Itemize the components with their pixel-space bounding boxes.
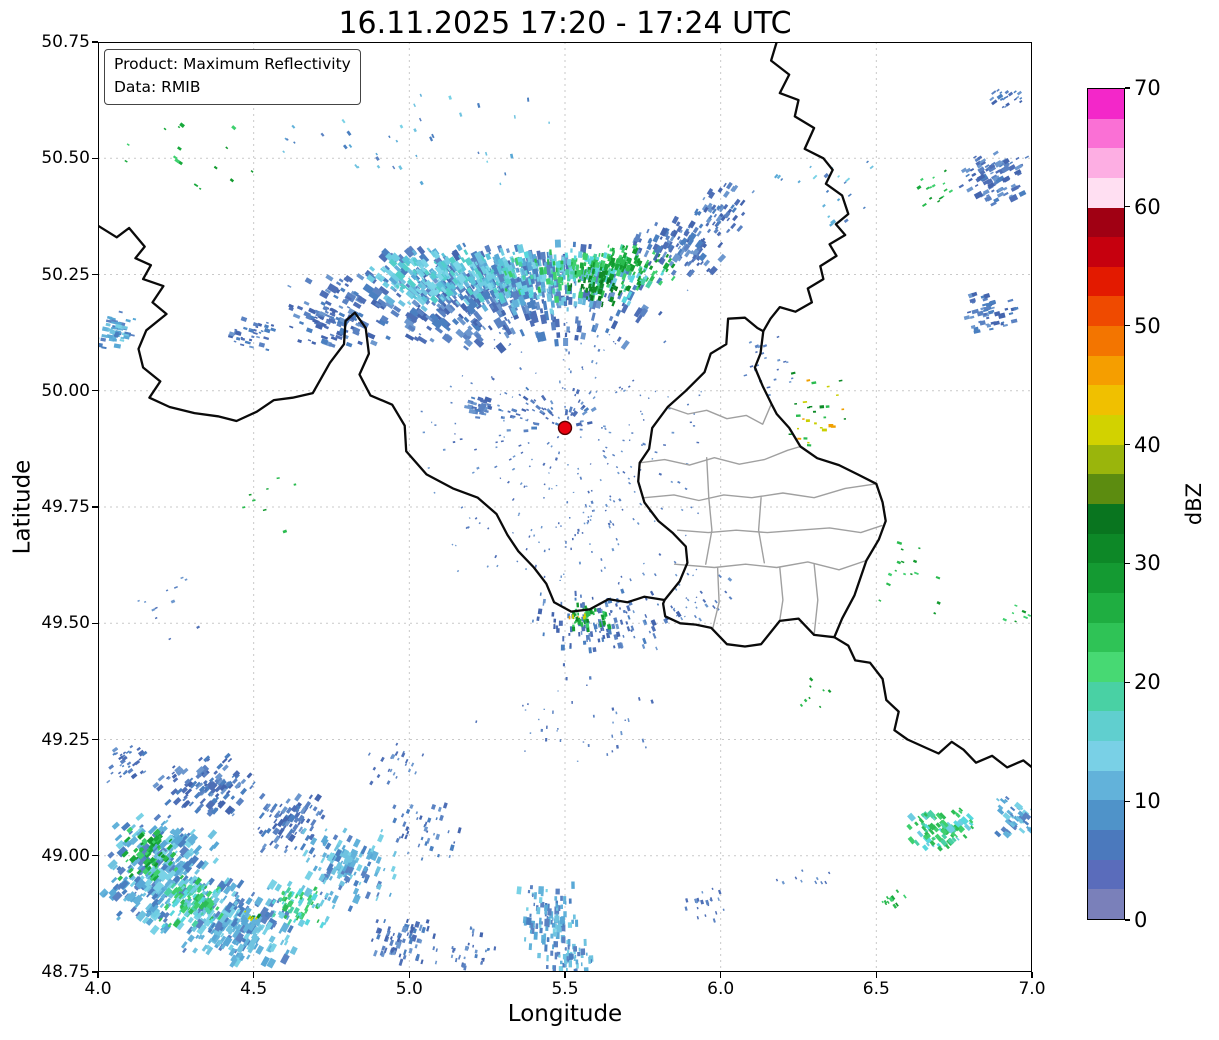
figure-title: 16.11.2025 17:20 - 17:24 UTC <box>338 6 792 41</box>
y-tick-label: 49.00 <box>41 845 90 866</box>
y-tick-label: 50.00 <box>41 380 90 401</box>
x-tick-label: 5.0 <box>395 979 423 999</box>
colorbar-segment <box>1088 474 1124 504</box>
x-tick-label: 7.0 <box>1018 979 1046 999</box>
y-tick-mark <box>92 855 98 857</box>
colorbar-segment <box>1088 859 1124 890</box>
border-layer-gray <box>639 403 883 636</box>
colorbar-tick-mark <box>1125 87 1130 89</box>
colorbar-segment <box>1088 592 1124 623</box>
colorbar-segment <box>1088 652 1124 682</box>
colorbar-segment <box>1088 711 1124 742</box>
colorbar-segment <box>1088 889 1124 919</box>
echo-layer <box>98 88 1032 972</box>
radar-map <box>98 42 1032 972</box>
colorbar-tick-mark <box>1125 206 1130 208</box>
y-tick-mark <box>92 390 98 392</box>
colorbar-tick-label: 70 <box>1134 76 1161 100</box>
colorbar-segment <box>1088 355 1124 386</box>
colorbar-tick-label: 30 <box>1134 551 1161 576</box>
colorbar-segment <box>1088 237 1124 267</box>
x-tick-mark <box>97 972 99 978</box>
colorbar-segment <box>1088 266 1124 297</box>
x-tick-mark <box>408 972 410 978</box>
y-tick-label: 49.50 <box>41 613 90 634</box>
colorbar-tick-label: 0 <box>1134 908 1148 932</box>
colorbar-segment <box>1088 385 1124 416</box>
colorbar-tick-mark <box>1125 325 1130 327</box>
colorbar-segment <box>1088 622 1124 653</box>
x-tick-mark <box>875 972 877 978</box>
colorbar-segment <box>1088 296 1124 327</box>
x-tick-label: 4.5 <box>240 979 268 999</box>
colorbar <box>1087 88 1125 920</box>
colorbar-segment <box>1088 118 1124 149</box>
plot-area <box>98 42 1032 972</box>
y-tick-mark <box>92 157 98 159</box>
y-tick-mark <box>92 506 98 508</box>
colorbar-segment <box>1088 681 1124 712</box>
colorbar-segment <box>1088 444 1124 475</box>
colorbar-tick-label: 60 <box>1134 194 1161 219</box>
colorbar-segment <box>1088 533 1124 564</box>
marker-layer <box>557 420 573 436</box>
colorbar-segment <box>1088 770 1124 801</box>
x-tick-mark <box>253 972 255 978</box>
colorbar-tick-label: 50 <box>1134 313 1161 338</box>
colorbar-tick-mark <box>1125 562 1130 565</box>
border-layer-black <box>98 42 1032 769</box>
y-tick-label: 50.50 <box>41 148 90 169</box>
colorbar-label-wrap: dBZ <box>1174 88 1214 920</box>
x-tick-label: 5.5 <box>551 979 579 999</box>
y-tick-mark <box>92 273 98 276</box>
y-tick-mark <box>92 971 98 973</box>
colorbar-segment <box>1088 741 1124 771</box>
y-tick-label: 50.25 <box>41 264 90 285</box>
colorbar-label: dBZ <box>1182 482 1206 526</box>
colorbar-tick-mark <box>1125 919 1130 921</box>
x-axis-label: Longitude <box>507 1001 623 1027</box>
x-tick-mark <box>1031 972 1033 978</box>
colorbar-segment <box>1088 89 1124 119</box>
x-tick-label: 4.0 <box>84 979 112 999</box>
colorbar-tick-mark <box>1125 800 1130 802</box>
colorbar-segment <box>1088 563 1124 593</box>
radar-site-marker <box>557 420 573 436</box>
y-tick-mark <box>92 41 98 43</box>
colorbar-tick-label: 10 <box>1134 789 1161 814</box>
y-tick-label: 49.25 <box>41 729 90 750</box>
grid-layer <box>98 42 1032 972</box>
y-tick-mark <box>92 622 98 624</box>
colorbar-segment <box>1088 800 1124 831</box>
colorbar-tick-label: 20 <box>1134 670 1161 695</box>
colorbar-segment <box>1088 415 1124 445</box>
product-label: Product: Maximum Reflectivity <box>114 55 351 73</box>
colorbar-segment <box>1088 830 1124 860</box>
product-info-box: Product: Maximum Reflectivity Data: RMIB <box>104 49 361 105</box>
data-source-label: Data: RMIB <box>114 78 201 97</box>
x-tick-mark <box>720 972 722 978</box>
colorbar-segment <box>1088 148 1124 178</box>
colorbar-segment <box>1088 207 1124 238</box>
colorbar-tick-mark <box>1125 443 1130 446</box>
colorbar-segment <box>1088 503 1124 534</box>
x-tick-label: 6.0 <box>707 979 735 999</box>
y-tick-mark <box>92 738 98 741</box>
y-tick-label: 48.75 <box>41 962 90 982</box>
x-tick-mark <box>564 972 566 978</box>
y-tick-label: 49.75 <box>41 497 90 517</box>
colorbar-segment <box>1088 177 1124 208</box>
y-tick-label: 50.75 <box>41 32 90 52</box>
colorbar-tick-label: 40 <box>1134 432 1161 457</box>
x-tick-label: 6.5 <box>862 979 890 999</box>
colorbar-segment <box>1088 326 1124 356</box>
colorbar-tick-mark <box>1125 681 1130 683</box>
